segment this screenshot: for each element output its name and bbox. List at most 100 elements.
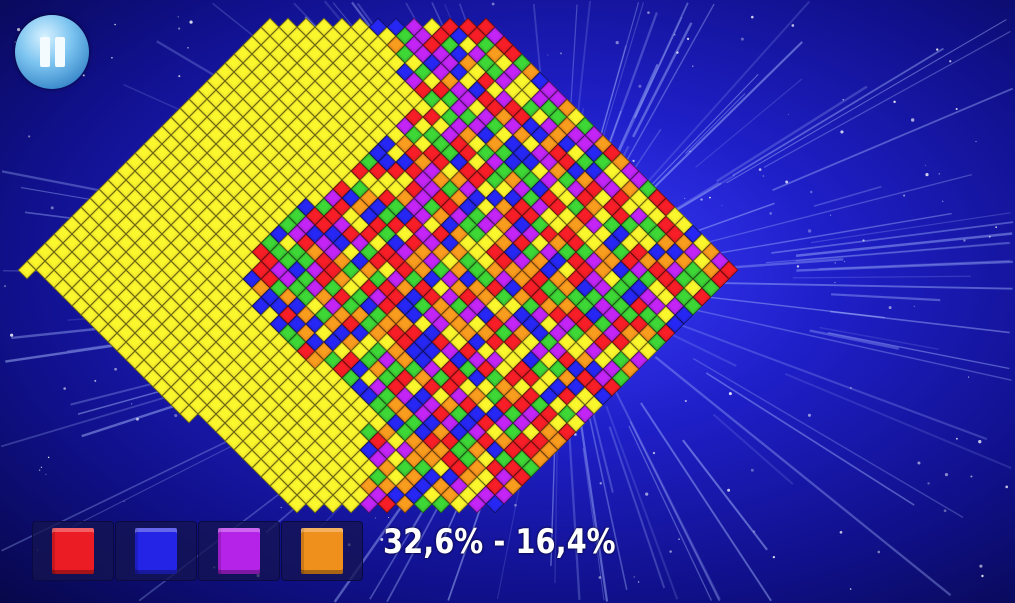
score-readout: 32,6% - 16,4% <box>383 522 616 562</box>
light-streak <box>617 0 811 216</box>
light-streak <box>831 293 941 302</box>
star <box>981 574 984 578</box>
star <box>943 509 947 513</box>
star <box>910 118 915 122</box>
star <box>970 475 973 478</box>
star <box>174 413 178 418</box>
star <box>988 235 991 238</box>
star <box>807 229 812 233</box>
star <box>942 200 944 202</box>
light-streak <box>632 22 693 138</box>
light-streak <box>594 2 640 157</box>
star <box>995 226 997 228</box>
color-button-blue[interactable] <box>115 521 197 581</box>
light-streak <box>818 259 1011 271</box>
star <box>652 451 656 455</box>
star <box>3 285 7 288</box>
star <box>136 417 139 421</box>
star <box>924 164 926 166</box>
star <box>709 196 711 199</box>
star <box>830 214 832 216</box>
star <box>684 197 686 200</box>
star <box>751 15 754 19</box>
star <box>979 564 983 568</box>
star <box>975 140 977 143</box>
star <box>647 11 650 14</box>
star <box>968 376 970 378</box>
star <box>903 194 906 197</box>
star <box>491 2 495 6</box>
star <box>785 180 789 184</box>
star <box>862 239 865 242</box>
star <box>40 466 43 468</box>
light-streak <box>682 439 768 551</box>
star <box>888 306 892 310</box>
star <box>721 204 723 206</box>
light-streak <box>628 425 713 601</box>
star <box>598 576 602 579</box>
star <box>560 52 563 55</box>
color-button-purple[interactable] <box>198 521 280 581</box>
light-streak <box>784 372 1012 469</box>
star <box>638 84 642 88</box>
star <box>893 100 896 104</box>
star <box>645 492 649 496</box>
color-button-orange[interactable] <box>281 521 363 581</box>
star <box>63 387 67 390</box>
star <box>45 473 47 476</box>
star <box>850 387 852 389</box>
star <box>727 488 731 492</box>
star <box>842 99 845 101</box>
star <box>123 500 125 502</box>
swatch <box>218 528 260 574</box>
light-streak <box>685 93 746 154</box>
swatch <box>52 528 94 574</box>
light-streak <box>772 87 1014 191</box>
star <box>28 135 31 138</box>
star <box>944 472 949 477</box>
star <box>796 265 800 268</box>
star <box>388 516 390 519</box>
star <box>280 506 282 509</box>
star <box>632 159 635 163</box>
star <box>938 172 941 175</box>
star <box>178 75 181 78</box>
star <box>787 113 789 116</box>
star <box>955 437 958 440</box>
star <box>633 576 635 578</box>
light-streak <box>726 19 1007 184</box>
star <box>10 333 14 337</box>
star <box>758 168 762 171</box>
star <box>839 530 843 534</box>
light-streak <box>633 2 689 119</box>
light-streak <box>763 30 1011 168</box>
light-streak <box>672 182 722 213</box>
color-picker <box>32 521 363 581</box>
star <box>927 482 930 485</box>
color-button-red[interactable] <box>32 521 114 581</box>
light-streak <box>771 221 1014 254</box>
star <box>834 282 836 284</box>
star <box>676 51 679 54</box>
star <box>380 538 384 541</box>
pause-button[interactable] <box>15 15 89 89</box>
light-streak <box>796 260 1013 272</box>
star <box>684 399 687 403</box>
star <box>678 538 680 540</box>
star <box>978 440 982 444</box>
star <box>807 413 811 417</box>
light-streak <box>705 372 915 506</box>
light-streak <box>813 185 882 207</box>
light-streak <box>629 421 721 602</box>
light-streak <box>792 275 972 279</box>
light-streak <box>695 78 803 168</box>
star <box>753 530 756 533</box>
light-streak <box>811 212 1011 244</box>
star <box>843 260 846 263</box>
light-streak <box>830 310 1010 334</box>
star <box>111 56 113 59</box>
light-streak <box>550 438 556 566</box>
star <box>547 54 549 56</box>
light-streak <box>608 426 666 589</box>
